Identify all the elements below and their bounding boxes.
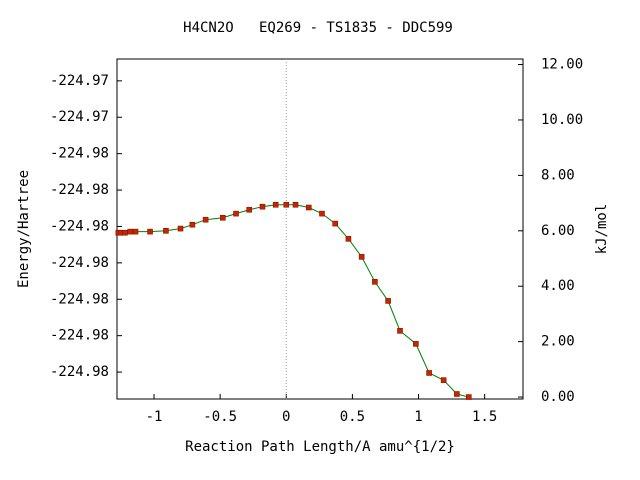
x-tick-label: 0.5	[340, 409, 365, 425]
point	[345, 236, 352, 242]
point	[465, 394, 472, 400]
point	[246, 206, 253, 213]
x-tick-label: 1	[414, 409, 422, 425]
point	[440, 377, 447, 383]
point	[397, 328, 403, 334]
point	[385, 298, 391, 304]
point	[233, 210, 239, 217]
x-tick-label: -1	[146, 409, 163, 425]
y2-tick-label: 4.00	[541, 278, 575, 294]
x-tick-label: -0.5	[203, 409, 237, 425]
y2-tick-label: 10.00	[541, 112, 583, 128]
point	[292, 201, 299, 208]
y-tick-label: -224.97	[50, 109, 109, 125]
y-tick-label: -224.98	[50, 291, 109, 307]
point	[272, 201, 279, 208]
y-axis-label: Energy/Hartree	[16, 170, 32, 288]
point	[127, 228, 134, 235]
y-tick-label: -224.98	[50, 328, 109, 344]
x-tick-label: 1.5	[472, 409, 497, 425]
point	[189, 221, 196, 228]
point	[259, 203, 266, 210]
point	[305, 204, 312, 211]
point	[372, 278, 378, 285]
point	[163, 228, 169, 234]
point	[122, 229, 128, 236]
point	[132, 228, 139, 235]
y2-tick-label: 8.00	[541, 167, 575, 183]
point	[319, 210, 325, 217]
y2-tick-label: 12.00	[541, 57, 583, 73]
x-tick-label: 0	[282, 409, 290, 425]
point	[219, 214, 226, 221]
plot-frame	[116, 58, 524, 400]
point	[283, 201, 290, 208]
point	[177, 225, 184, 232]
point	[454, 391, 460, 397]
point	[332, 220, 339, 227]
y-tick-label: -224.98	[50, 182, 109, 198]
y2-tick-label: 0.00	[541, 389, 575, 405]
chart-title: H4CN2O EQ269 - TS1835 - DDC599	[183, 20, 453, 36]
point	[147, 228, 153, 235]
y2-tick-label: 2.00	[541, 334, 575, 350]
series-line	[118, 204, 469, 398]
y-tick-label: -224.98	[50, 255, 109, 271]
point	[202, 216, 209, 223]
y2-tick-label: 6.00	[541, 223, 575, 239]
y-tick-label: -224.98	[50, 146, 109, 162]
y-tick-label: -224.98	[50, 218, 109, 234]
x-axis-label: Reaction Path Length/A amu^{1/2}	[185, 439, 455, 455]
point	[358, 254, 365, 260]
point	[413, 341, 419, 347]
y-tick-label: -224.97	[50, 73, 109, 89]
y-tick-label: -224.98	[50, 364, 109, 380]
y2-axis-label: kJ/mol	[594, 204, 610, 255]
point	[426, 370, 432, 376]
